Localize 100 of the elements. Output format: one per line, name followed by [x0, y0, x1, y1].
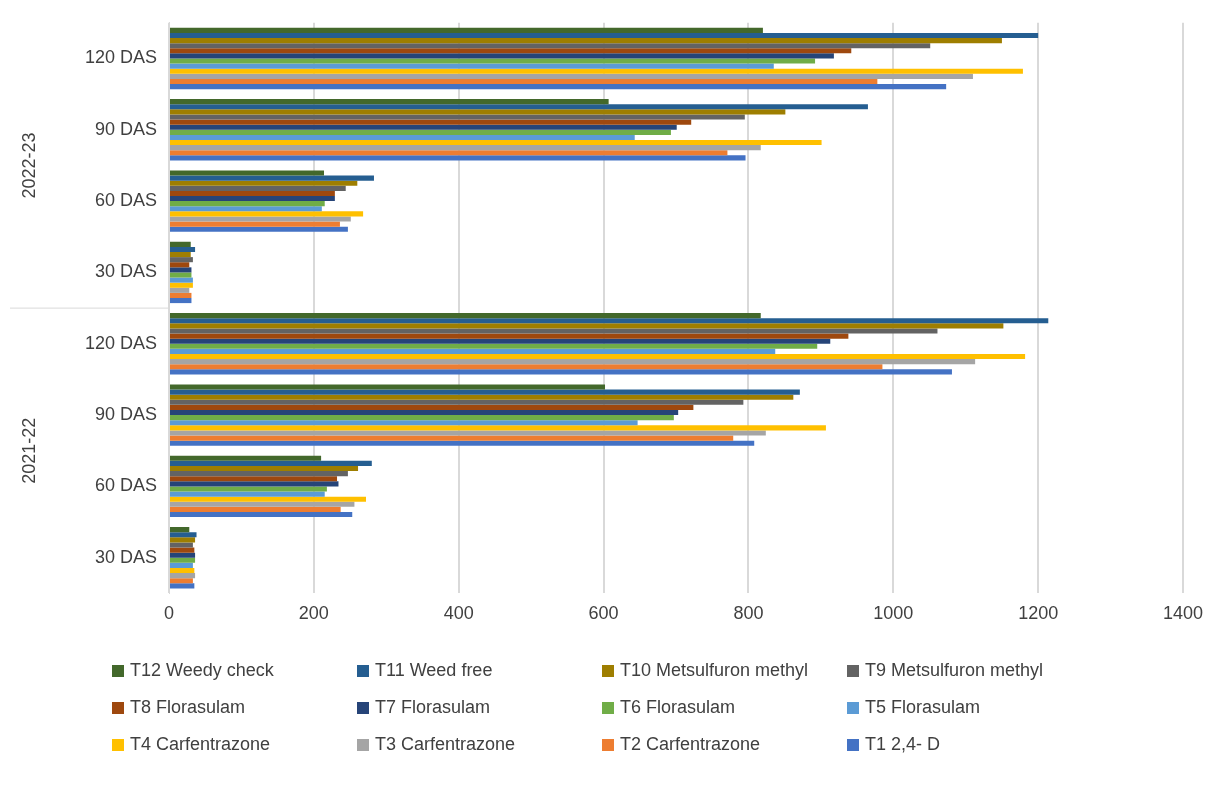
legend-label: T7 Florasulam	[375, 697, 491, 718]
bar	[170, 313, 761, 319]
bar	[170, 43, 931, 49]
bar	[170, 124, 677, 130]
y-tick-label: 90 DAS	[94, 118, 157, 139]
legend-label: T4 Carfentrazone	[130, 734, 271, 755]
bar	[170, 578, 193, 584]
bar	[170, 348, 776, 354]
bar	[170, 216, 351, 222]
bar	[170, 404, 694, 410]
bar	[170, 359, 976, 365]
x-tick-label: 600	[588, 603, 619, 624]
bar	[170, 394, 794, 400]
x-tick-label: 0	[163, 603, 175, 624]
bar	[170, 119, 692, 125]
x-tick-label: 1400	[1162, 603, 1204, 624]
bar	[170, 27, 763, 33]
bar	[170, 221, 340, 227]
y-tick-label: 60 DAS	[94, 475, 157, 496]
bar	[170, 496, 367, 502]
bar	[170, 58, 816, 64]
bar	[170, 486, 327, 492]
bar	[170, 277, 193, 283]
bar	[170, 206, 322, 212]
legend-label: T10 Metsulfuron methyl	[620, 660, 809, 681]
bar	[170, 104, 868, 110]
bar	[170, 547, 195, 553]
bar	[170, 455, 322, 461]
bar	[170, 267, 192, 273]
bar	[170, 99, 609, 105]
bar	[170, 552, 196, 558]
x-tick-label: 800	[733, 603, 764, 624]
bar	[170, 196, 335, 202]
bar	[170, 129, 671, 135]
bar	[170, 262, 190, 268]
bar	[170, 389, 800, 395]
legend-label: T6 Florasulam	[620, 697, 736, 718]
bar	[170, 175, 374, 181]
legend-label: T12 Weedy check	[130, 660, 274, 681]
x-tick-label: 400	[443, 603, 474, 624]
bar	[170, 476, 338, 482]
bar	[170, 257, 193, 263]
bar	[170, 211, 364, 217]
bar	[170, 318, 1049, 324]
bar	[170, 573, 196, 579]
bar	[170, 440, 755, 446]
bar	[170, 298, 192, 304]
bar	[170, 384, 606, 390]
legend-label: T8 Florasulam	[130, 697, 246, 718]
bar	[170, 170, 324, 176]
bar	[170, 511, 353, 518]
bar	[170, 68, 1023, 74]
y-tick-label: 30 DAS	[94, 261, 157, 282]
bar	[170, 190, 335, 196]
bar	[170, 114, 745, 120]
bar	[170, 292, 192, 298]
bar	[170, 38, 1002, 44]
bar	[170, 465, 359, 472]
bar	[170, 287, 190, 293]
bar	[170, 369, 952, 375]
bar	[170, 460, 372, 466]
bar	[170, 537, 196, 543]
bar	[170, 471, 348, 477]
bar	[170, 364, 883, 370]
bar	[170, 282, 193, 288]
bar	[170, 583, 195, 589]
bar	[170, 63, 774, 69]
y-tick-label: 120 DAS	[84, 47, 157, 68]
legend-label: T11 Weed free	[375, 660, 493, 681]
x-tick-label: 200	[298, 603, 329, 624]
bar	[170, 73, 973, 79]
bar	[170, 226, 348, 232]
bar	[170, 185, 346, 191]
y-tick-label: 90 DAS	[94, 404, 157, 425]
bar	[170, 150, 728, 156]
bar	[170, 333, 849, 339]
bar	[170, 109, 786, 115]
legend-label: T2 Carfentrazone	[620, 734, 761, 755]
bar	[170, 527, 190, 533]
bar	[170, 328, 938, 334]
bar	[170, 491, 325, 497]
legend-label: T3 Carfentrazone	[375, 734, 516, 755]
bar	[170, 353, 1026, 360]
text: 2021-22	[18, 417, 39, 484]
bar	[170, 501, 355, 507]
bar	[170, 430, 766, 436]
bar	[170, 180, 358, 186]
bar	[170, 481, 339, 487]
bar	[170, 134, 635, 141]
bar	[170, 338, 831, 344]
bar	[170, 272, 192, 278]
bar	[170, 557, 196, 563]
y-tick-label: 120 DAS	[84, 332, 157, 353]
y-tick-label: 60 DAS	[94, 190, 157, 211]
bar	[170, 425, 826, 431]
bar	[170, 32, 1039, 39]
bar	[170, 145, 761, 151]
bar	[170, 155, 746, 161]
bar	[170, 84, 947, 90]
bar	[170, 567, 195, 574]
